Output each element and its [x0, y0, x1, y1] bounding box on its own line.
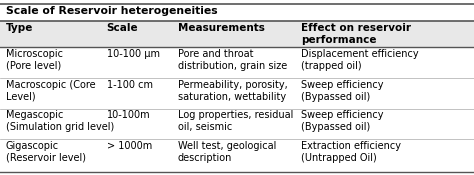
Text: Scale: Scale	[107, 23, 138, 33]
Text: Well test, geological
description: Well test, geological description	[178, 141, 276, 163]
Bar	[0, 47, 474, 78]
Text: > 1000m: > 1000m	[107, 141, 152, 151]
Text: Sweep efficiency
(Bypassed oil): Sweep efficiency (Bypassed oil)	[301, 110, 383, 132]
Text: Measurements: Measurements	[178, 23, 264, 33]
Text: Scale of Reservoir heterogeneities: Scale of Reservoir heterogeneities	[6, 6, 217, 16]
Text: Effect on reservoir
performance: Effect on reservoir performance	[301, 23, 411, 45]
Text: Displacement efficiency
(trapped oil): Displacement efficiency (trapped oil)	[301, 49, 419, 71]
Text: 1-100 cm: 1-100 cm	[107, 80, 153, 90]
Text: Log properties, residual
oil, seismic: Log properties, residual oil, seismic	[178, 110, 293, 132]
Text: 10-100 μm: 10-100 μm	[107, 49, 160, 59]
Text: Type: Type	[6, 23, 33, 33]
Bar	[0, 78, 474, 108]
Text: Microscopic
(Pore level): Microscopic (Pore level)	[6, 49, 63, 71]
Text: Megascopic
(Simulation grid level): Megascopic (Simulation grid level)	[6, 110, 114, 132]
Text: Extraction efficiency
(Untrapped Oil): Extraction efficiency (Untrapped Oil)	[301, 141, 401, 163]
Text: Pore and throat
distribution, grain size: Pore and throat distribution, grain size	[178, 49, 287, 71]
Bar	[0, 21, 474, 47]
Text: Permeability, porosity,
saturation, wettability: Permeability, porosity, saturation, wett…	[178, 80, 288, 102]
Bar	[0, 108, 474, 139]
Text: Gigascopic
(Reservoir level): Gigascopic (Reservoir level)	[6, 141, 86, 163]
Bar	[0, 139, 474, 172]
Text: Macroscopic (Core
Level): Macroscopic (Core Level)	[6, 80, 95, 102]
Text: 10-100m: 10-100m	[107, 110, 150, 120]
Text: Sweep efficiency
(Bypassed oil): Sweep efficiency (Bypassed oil)	[301, 80, 383, 102]
